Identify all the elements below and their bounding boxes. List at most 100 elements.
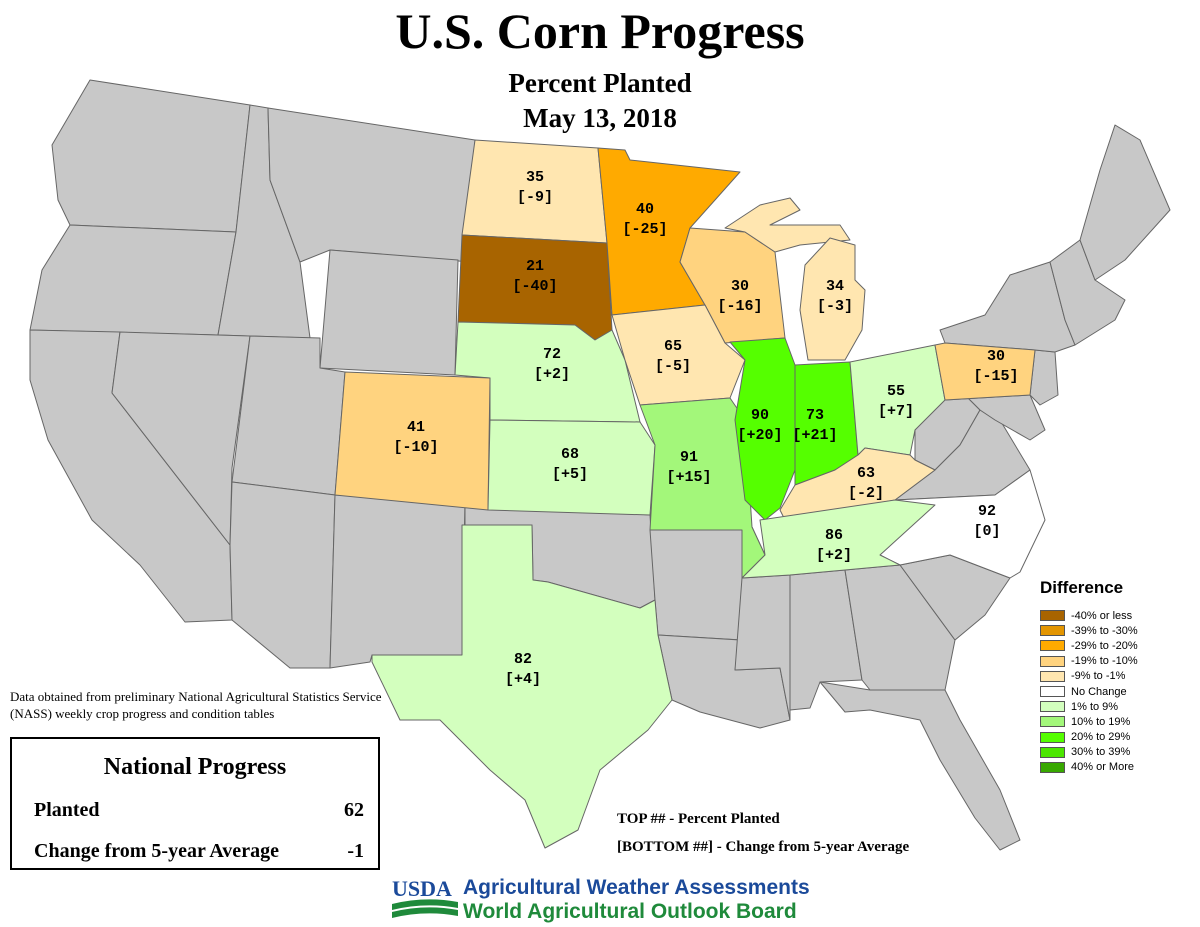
legend-item: -40% or less: [1040, 608, 1190, 623]
state-label-change-ne: [+2]: [534, 366, 570, 383]
state-label-planted-tn: 86: [825, 527, 843, 544]
legend-item: 30% to 39%: [1040, 745, 1190, 760]
state-ia: [611, 304, 746, 406]
state-label-change-oh: [+7]: [878, 403, 914, 420]
state-label-change-ia: [-5]: [655, 358, 691, 375]
legend-swatch: [1040, 640, 1065, 652]
org-line-2: World Agricultural Outlook Board: [463, 900, 797, 923]
state-label-planted-oh: 55: [887, 383, 905, 400]
state-label-change-tn: [+2]: [816, 547, 852, 564]
state-label-change-ks: [+5]: [552, 466, 588, 483]
state-tn: [741, 499, 936, 579]
state-label-planted-ks: 68: [561, 446, 579, 463]
state-label-planted-co: 41: [407, 419, 425, 436]
legend-label: 20% to 29%: [1071, 731, 1131, 744]
org-line-1: Agricultural Weather Assessments: [463, 876, 810, 899]
state-mi-lower: [799, 237, 866, 361]
legend-swatch: [1040, 746, 1065, 758]
legend-item: -9% to -1%: [1040, 669, 1190, 684]
state-label-change-mi: [-3]: [817, 298, 853, 315]
state-tx: [371, 524, 673, 849]
state-label-change-co: [-10]: [393, 439, 438, 456]
state-me: [1079, 124, 1171, 281]
state-label-change-nc: [0]: [973, 523, 1000, 540]
legend-swatch: [1040, 670, 1065, 682]
state-wy: [319, 249, 459, 376]
legend-label: -40% or less: [1071, 609, 1133, 622]
usda-logo: USDA: [392, 876, 458, 918]
state-label-change-ky: [-2]: [848, 485, 884, 502]
source-note: Data obtained from preliminary National …: [10, 689, 382, 721]
legend: Difference -40% or less -39% to -30% -29% …: [1040, 578, 1190, 775]
legend-swatch: [1040, 625, 1065, 637]
legend-label: -9% to -1%: [1071, 670, 1126, 683]
legend-swatch: [1040, 655, 1065, 667]
usda-logo-text: USDA: [392, 876, 452, 901]
legend-label: 1% to 9%: [1071, 700, 1119, 713]
legend-item: No Change: [1040, 684, 1190, 699]
legend-swatch: [1040, 761, 1065, 773]
planted-value: 62: [344, 799, 364, 821]
state-label-planted-mo: 91: [680, 449, 698, 466]
legend-label: 10% to 19%: [1071, 715, 1131, 728]
legend-label: -39% to -30%: [1071, 624, 1138, 637]
state-mi-upper: [724, 197, 851, 253]
state-label-planted-ia: 65: [664, 338, 682, 355]
legend-item: 10% to 19%: [1040, 714, 1190, 729]
state-label-planted-tx: 82: [514, 651, 532, 668]
state-label-planted-pa: 30: [987, 348, 1005, 365]
national-progress-box: National Progress Planted 62 Change from…: [10, 737, 380, 870]
state-or: [29, 224, 237, 336]
legend-item: 40% or More: [1040, 760, 1190, 775]
state-pa: [934, 342, 1036, 401]
legend-label: 40% or More: [1071, 761, 1134, 774]
legend-item: 1% to 9%: [1040, 699, 1190, 714]
state-label-change-tx: [+4]: [505, 671, 541, 688]
state-label-change-mn: [-25]: [622, 221, 667, 238]
legend-swatch: [1040, 731, 1065, 743]
legend-items: -40% or less -39% to -30% -29% to -20% -19%…: [1040, 608, 1190, 775]
change-value: -1: [347, 840, 364, 862]
state-label-change-sd: [-40]: [512, 278, 557, 295]
legend-item: -39% to -30%: [1040, 623, 1190, 638]
state-label-change-nd: [-9]: [517, 189, 553, 206]
state-label-planted-sd: 21: [526, 258, 544, 275]
legend-item: 20% to 29%: [1040, 730, 1190, 745]
legend-swatch: [1040, 686, 1065, 698]
key-bottom-text: [BOTTOM ##] - Change from 5-year Average: [617, 839, 910, 855]
legend-item: -19% to -10%: [1040, 654, 1190, 669]
page-subtitle: Percent Planted: [508, 68, 692, 98]
state-label-change-il: [+20]: [737, 427, 782, 444]
legend-swatch: [1040, 701, 1065, 713]
state-nm: [329, 494, 466, 669]
state-label-planted-ky: 63: [857, 465, 875, 482]
legend-swatch: [1040, 610, 1065, 622]
legend-swatch: [1040, 716, 1065, 728]
state-label-planted-in: 73: [806, 407, 824, 424]
page-date: May 13, 2018: [523, 103, 677, 133]
state-label-change-mo: [+15]: [666, 469, 711, 486]
state-label-planted-mi: 34: [826, 278, 844, 295]
page-title: U.S. Corn Progress: [395, 3, 805, 59]
state-nc: [879, 469, 1046, 579]
state-il: [729, 337, 796, 521]
state-label-planted-il: 90: [751, 407, 769, 424]
state-az: [229, 481, 336, 669]
state-ne: [454, 321, 641, 423]
legend-item: -29% to -20%: [1040, 638, 1190, 653]
national-progress-title: National Progress: [103, 754, 287, 780]
state-label-planted-wi: 30: [731, 278, 749, 295]
key-top-text: TOP ## - Percent Planted: [617, 811, 780, 827]
state-label-planted-nd: 35: [526, 169, 544, 186]
state-label-planted-mn: 40: [636, 201, 654, 218]
state-label-change-wi: [-16]: [717, 298, 762, 315]
state-label-planted-nc: 92: [978, 503, 996, 520]
planted-label: Planted: [34, 799, 100, 821]
legend-label: No Change: [1071, 685, 1127, 698]
state-label-change-in: [+21]: [792, 427, 837, 444]
state-label-planted-ne: 72: [543, 346, 561, 363]
legend-label: -29% to -20%: [1071, 639, 1138, 652]
change-label: Change from 5-year Average: [34, 840, 279, 862]
state-label-change-pa: [-15]: [973, 368, 1018, 385]
